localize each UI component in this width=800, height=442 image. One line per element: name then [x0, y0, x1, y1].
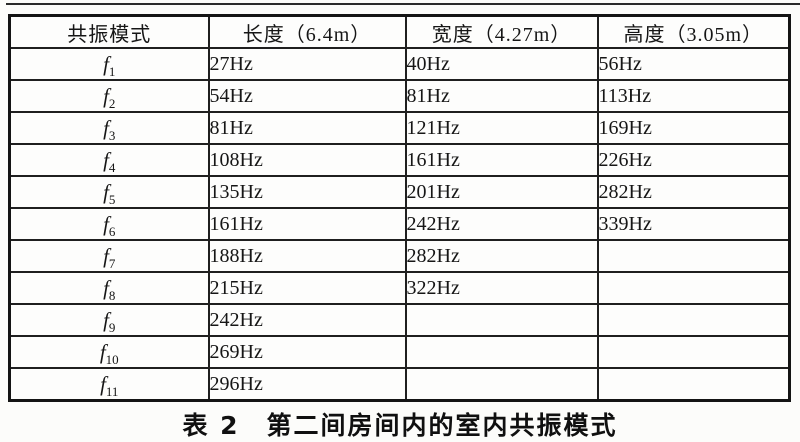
mode-cell: f9	[8, 303, 210, 337]
mode-symbol: f	[103, 179, 109, 204]
width-value-cell: 201Hz	[404, 175, 599, 209]
table-row: f11 296Hz	[8, 367, 791, 402]
table-row: f8 215Hz 322Hz	[8, 271, 791, 305]
mode-subscript: 3	[108, 127, 116, 143]
length-value-cell: 54Hz	[207, 79, 407, 113]
width-value-cell: 40Hz	[404, 47, 599, 81]
mode-cell: f10	[8, 335, 210, 369]
mode-subscript: 4	[108, 159, 116, 175]
mode-cell: f1	[8, 47, 210, 81]
mode-symbol: f	[103, 307, 109, 332]
width-value-cell	[404, 367, 599, 402]
width-value-cell: 161Hz	[404, 143, 599, 177]
mode-cell: f4	[8, 143, 210, 177]
width-value-cell: 282Hz	[404, 239, 599, 273]
mode-subscript: 1	[108, 63, 116, 79]
column-header: 共振模式	[8, 14, 210, 49]
length-value-cell: 242Hz	[207, 303, 407, 337]
table-row: f2 54Hz 81Hz 113Hz	[8, 79, 791, 113]
header-row: 共振模式 长度（6.4m） 宽度（4.27m） 高度（3.05m）	[8, 14, 791, 49]
mode-subscript: 7	[108, 255, 116, 271]
height-value-cell: 282Hz	[596, 175, 791, 209]
mode-cell: f8	[8, 271, 210, 305]
height-value-cell: 226Hz	[596, 143, 791, 177]
height-value-cell: 113Hz	[596, 79, 791, 113]
table-caption: 表 2 第二间房间内的室内共振模式	[182, 411, 618, 440]
table-row: f5 135Hz 201Hz 282Hz	[8, 175, 791, 209]
height-value-cell	[596, 271, 791, 305]
width-value-cell	[404, 303, 599, 337]
height-value-cell	[596, 335, 791, 369]
width-value-cell: 322Hz	[404, 271, 599, 305]
length-value-cell: 27Hz	[207, 47, 407, 81]
mode-cell: f2	[8, 79, 210, 113]
length-value-cell: 108Hz	[207, 143, 407, 177]
width-value-cell: 81Hz	[404, 79, 599, 113]
mode-symbol: f	[103, 211, 109, 236]
column-header: 宽度（4.27m）	[404, 14, 599, 49]
top-rule-line	[6, 3, 800, 5]
resonance-modes-table: 共振模式 长度（6.4m） 宽度（4.27m） 高度（3.05m） f1 27Hz 40H…	[8, 14, 791, 402]
mode-subscript: 11	[105, 383, 119, 399]
mode-cell: f11	[8, 367, 210, 402]
mode-symbol: f	[103, 147, 109, 172]
length-value-cell: 296Hz	[207, 367, 407, 402]
mode-symbol: f	[103, 275, 109, 300]
table-body: f1 27Hz 40Hz 56Hz f2 54Hz 81Hz 113Hz f3 81Hz 121Hz…	[8, 47, 791, 402]
mode-subscript: 6	[108, 223, 116, 239]
mode-symbol: f	[103, 83, 109, 108]
length-value-cell: 188Hz	[207, 239, 407, 273]
mode-subscript: 8	[108, 287, 116, 303]
table-row: f3 81Hz 121Hz 169Hz	[8, 111, 791, 145]
column-header: 高度（3.05m）	[596, 14, 791, 49]
mode-cell: f7	[8, 239, 210, 273]
mode-cell: f5	[8, 175, 210, 209]
width-value-cell: 121Hz	[404, 111, 599, 145]
mode-symbol: f	[103, 115, 109, 140]
mode-symbol: f	[103, 51, 109, 76]
table-row: f9 242Hz	[8, 303, 791, 337]
length-value-cell: 161Hz	[207, 207, 407, 241]
mode-subscript: 10	[105, 351, 119, 367]
mode-subscript: 2	[108, 95, 116, 111]
height-value-cell: 56Hz	[596, 47, 791, 81]
height-value-cell: 339Hz	[596, 207, 791, 241]
length-value-cell: 135Hz	[207, 175, 407, 209]
mode-symbol: f	[100, 371, 106, 396]
length-value-cell: 215Hz	[207, 271, 407, 305]
height-value-cell	[596, 303, 791, 337]
mode-cell: f6	[8, 207, 210, 241]
mode-subscript: 9	[108, 319, 116, 335]
height-value-cell: 169Hz	[596, 111, 791, 145]
table-row: f10 269Hz	[8, 335, 791, 369]
table-row: f6 161Hz 242Hz 339Hz	[8, 207, 791, 241]
mode-symbol: f	[103, 243, 109, 268]
column-header: 长度（6.4m）	[207, 14, 407, 49]
table-row: f1 27Hz 40Hz 56Hz	[8, 47, 791, 81]
length-value-cell: 269Hz	[207, 335, 407, 369]
mode-subscript: 5	[108, 191, 116, 207]
mode-cell: f3	[8, 111, 210, 145]
height-value-cell	[596, 367, 791, 402]
length-value-cell: 81Hz	[207, 111, 407, 145]
table-row: f4 108Hz 161Hz 226Hz	[8, 143, 791, 177]
mode-symbol: f	[99, 339, 106, 364]
width-value-cell	[404, 335, 599, 369]
width-value-cell: 242Hz	[404, 207, 599, 241]
height-value-cell	[596, 239, 791, 273]
table-row: f7 188Hz 282Hz	[8, 239, 791, 273]
